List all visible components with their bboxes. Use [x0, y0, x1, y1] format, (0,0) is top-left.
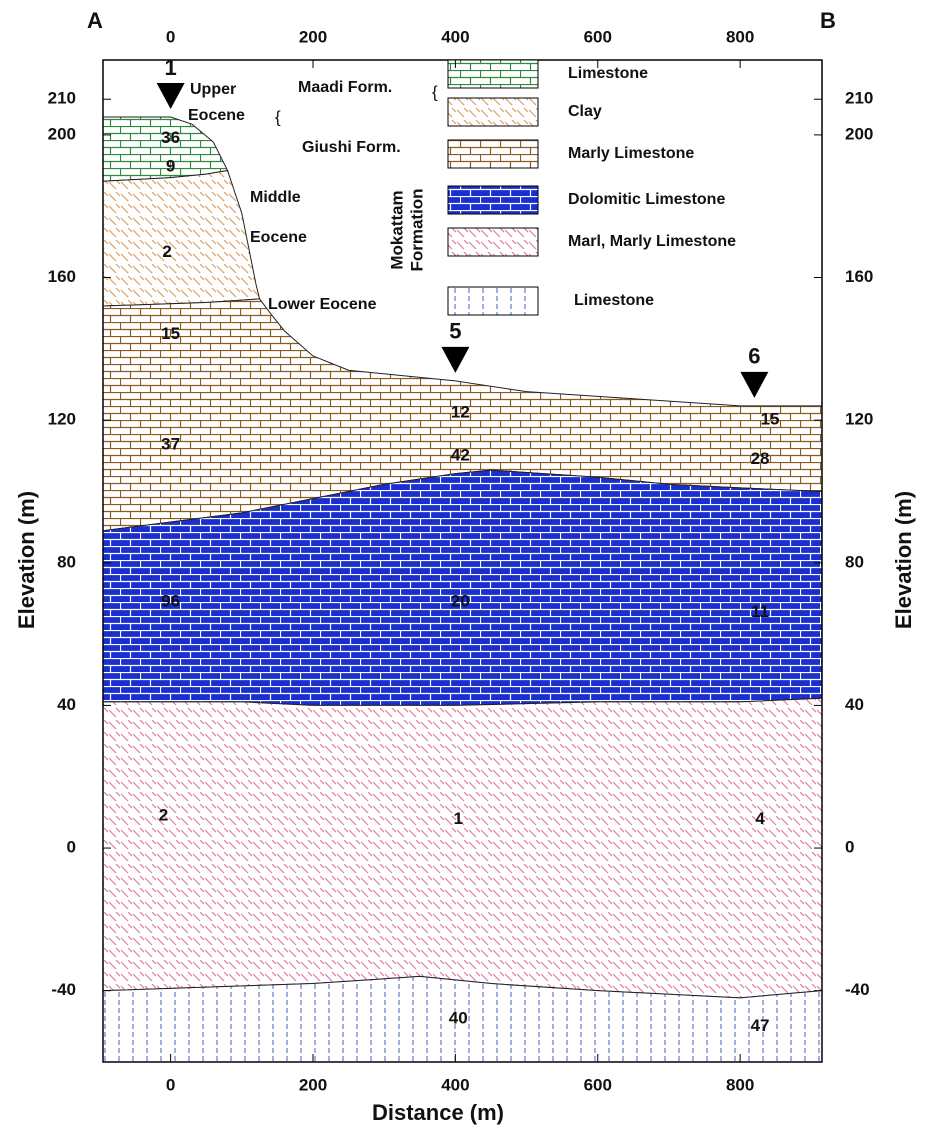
well-label: 5	[449, 319, 461, 344]
legend-label: Marl, Marly Limestone	[568, 233, 736, 250]
epoch-label: Eocene	[250, 229, 307, 246]
x-tick-label: 0	[166, 1075, 175, 1094]
well-label: 1	[165, 55, 177, 80]
legend-label: Limestone	[574, 292, 654, 309]
legend-swatch	[447, 227, 539, 257]
y-tick-label: 40	[57, 695, 76, 714]
y-tick-label: 160	[48, 267, 76, 286]
unit-value: 42	[451, 445, 470, 464]
x-tick-label: 600	[584, 1075, 612, 1094]
legend-label: Limestone	[568, 65, 648, 82]
y-tick-label: 40	[845, 695, 864, 714]
unit-value: 28	[751, 449, 770, 468]
x-tick-label: 0	[166, 27, 175, 46]
unit-value: 15	[761, 410, 780, 429]
y-tick-label: 160	[845, 267, 873, 286]
layers	[102, 116, 823, 1063]
formation-label: Mokattam	[387, 190, 406, 269]
x-tick-label: 200	[299, 27, 327, 46]
legend: Limestone Clay Marly Limestone Dolomitic Li…	[447, 59, 736, 316]
layer	[102, 697, 823, 999]
legend-label: Marly Limestone	[568, 145, 694, 162]
legend-swatch	[447, 286, 539, 316]
corner-label: A	[87, 8, 103, 33]
well-marker	[156, 83, 185, 110]
unit-value: 4	[755, 809, 765, 828]
legend-swatch	[447, 139, 539, 169]
legend-swatch	[447, 185, 539, 215]
y-tick-label: 120	[48, 410, 76, 429]
y-axis-title: Elevation (m)	[14, 491, 39, 629]
well-label: 6	[748, 344, 760, 369]
y-tick-label: 0	[845, 838, 854, 857]
unit-value: 36	[161, 128, 180, 147]
brace: {	[275, 107, 281, 126]
brace: {	[432, 82, 438, 101]
unit-value: 2	[159, 805, 168, 824]
unit-value: 47	[751, 1016, 770, 1035]
y-tick-label: 210	[845, 89, 873, 108]
y-tick-label: -40	[845, 980, 870, 999]
y-axis-title: Elevation (m)	[891, 491, 916, 629]
y-tick-label: 0	[67, 838, 76, 857]
epoch-label: Eocene	[188, 107, 245, 124]
epoch-label: Lower Eocene	[268, 296, 377, 313]
y-tick-label: -40	[51, 980, 76, 999]
well-marker	[740, 371, 769, 398]
legend-label: Dolomitic Limestone	[568, 191, 725, 208]
x-tick-label: 600	[584, 27, 612, 46]
x-tick-label: 200	[299, 1075, 327, 1094]
y-tick-label: 210	[48, 89, 76, 108]
unit-value: 2	[162, 242, 171, 261]
x-axis-title: Distance (m)	[372, 1100, 504, 1125]
unit-value: 20	[451, 591, 470, 610]
unit-value: 9	[166, 156, 175, 175]
unit-value: 37	[161, 435, 180, 454]
epoch-label: Middle	[250, 189, 301, 206]
well-marker	[441, 346, 470, 373]
unit-value: 40	[449, 1009, 468, 1028]
x-tick-label: 800	[726, 27, 754, 46]
unit-value: 11	[751, 602, 769, 621]
legend-swatch	[447, 59, 539, 89]
y-tick-label: 200	[845, 124, 873, 143]
corner-label: B	[820, 8, 836, 33]
unit-value: 1	[453, 809, 462, 828]
formation-label: Giushi Form.	[302, 139, 401, 156]
y-tick-label: 200	[48, 124, 76, 143]
x-tick-label: 400	[441, 1075, 469, 1094]
x-tick-label: 400	[441, 27, 469, 46]
epoch-label: Upper	[190, 81, 236, 98]
legend-label: Clay	[568, 103, 602, 120]
y-tick-label: 80	[57, 552, 76, 571]
layer	[102, 169, 261, 307]
formation-label: Formation	[407, 188, 426, 271]
y-tick-label: 80	[845, 552, 864, 571]
formation-label: Maadi Form.	[298, 79, 392, 96]
y-tick-label: 120	[845, 410, 873, 429]
unit-value: 15	[161, 324, 180, 343]
unit-value: 96	[161, 591, 180, 610]
x-tick-label: 800	[726, 1075, 754, 1094]
unit-value: 12	[451, 403, 470, 422]
legend-swatch	[447, 97, 539, 127]
